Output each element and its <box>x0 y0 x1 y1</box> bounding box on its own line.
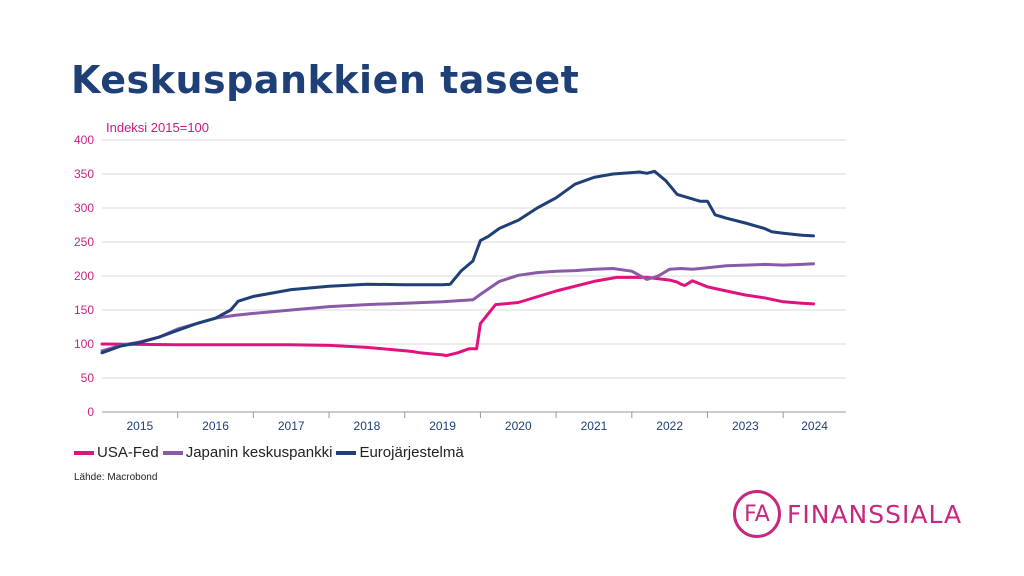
x-tick-label: 2016 <box>202 419 229 433</box>
x-tick-label: 2015 <box>126 419 153 433</box>
legend-label-usa-fed: USA-Fed <box>97 444 159 461</box>
y-tick-label: 200 <box>74 269 94 283</box>
y-tick-label: 50 <box>81 371 95 385</box>
legend-swatch-japan <box>162 450 183 455</box>
page-title: Keskuspankkien taseet <box>71 58 580 102</box>
legend-item-japan: Japanin keskuspankki <box>162 444 333 461</box>
y-tick-label: 250 <box>74 235 94 249</box>
x-tick-label: 2020 <box>505 419 532 433</box>
y-tick-label: 100 <box>74 337 94 351</box>
finanssiala-logo: FA FINANSSIALA <box>733 490 962 538</box>
legend-label-japan: Japanin keskuspankki <box>185 444 333 461</box>
legend-label-euro: Eurojärjestelmä <box>359 444 464 461</box>
chart-series <box>100 169 815 358</box>
legend-item-euro: Eurojärjestelmä <box>336 444 464 461</box>
y-tick-label: 0 <box>87 405 94 419</box>
logo-text: FINANSSIALA <box>787 499 963 529</box>
index-annotation: Indeksi 2015=100 <box>106 120 209 135</box>
series-line-2 <box>100 169 815 355</box>
x-tick-label: 2022 <box>656 419 683 433</box>
chart-legend: USA-Fed Japanin keskuspankki Eurojärjest… <box>74 444 468 461</box>
y-axis-ticks: 0 50 100 150 200 250 300 350 400 <box>74 133 94 419</box>
x-tick-label: 2024 <box>801 419 828 433</box>
y-tick-label: 300 <box>74 201 94 215</box>
x-tick-label: 2023 <box>732 419 759 433</box>
y-tick-label: 350 <box>74 167 94 181</box>
legend-swatch-usa-fed <box>74 450 94 455</box>
x-tick-label: 2019 <box>429 419 456 433</box>
legend-item-usa-fed: USA-Fed <box>74 444 159 461</box>
logo-mark-icon: FA <box>733 490 781 538</box>
x-tick-label: 2018 <box>354 419 381 433</box>
x-tick-label: 2021 <box>581 419 608 433</box>
series-line-0 <box>100 275 815 358</box>
y-tick-label: 400 <box>74 133 94 147</box>
x-axis-ticks: 2015 2016 2017 2018 2019 2020 2021 2022 2023 2024 <box>126 412 828 433</box>
chart-grid <box>102 139 846 413</box>
y-tick-label: 150 <box>74 303 94 317</box>
source-note: Lähde: Macrobond <box>74 472 158 483</box>
legend-swatch-euro <box>336 450 357 455</box>
x-tick-label: 2017 <box>278 419 305 433</box>
